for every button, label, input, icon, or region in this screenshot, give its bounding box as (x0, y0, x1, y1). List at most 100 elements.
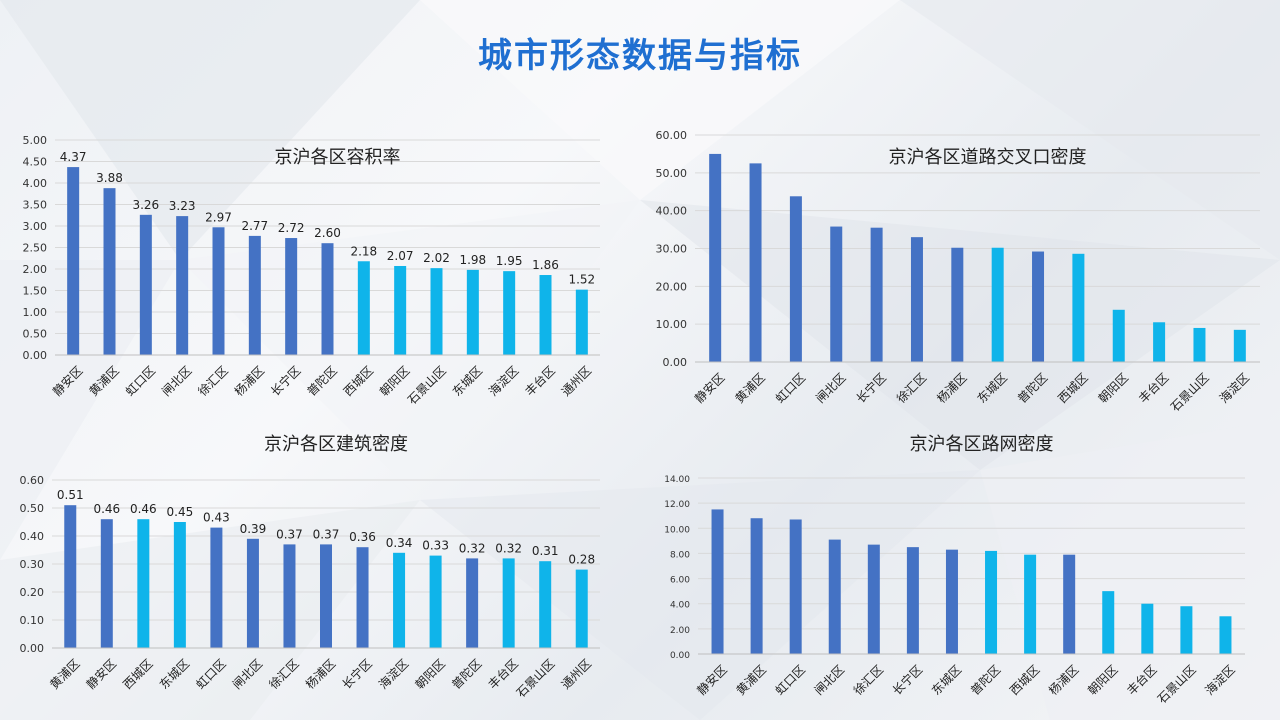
x-tick-label: 东城区 (929, 662, 964, 697)
data-label: 2.60 (314, 226, 341, 240)
y-tick-label: 8.00 (670, 550, 690, 560)
data-label: 0.31 (532, 544, 559, 558)
x-tick-label: 丰台区 (1124, 662, 1160, 698)
y-tick-label: 6.00 (670, 576, 690, 586)
x-tick-label: 虹口区 (773, 662, 808, 697)
bar-西城区 (357, 261, 370, 355)
x-tick-label: 西城区 (341, 363, 376, 398)
bar-徐汇区 (283, 544, 296, 648)
bar-石景山区 (430, 268, 443, 355)
chart-intersection-density: 0.00 10.00 20.00 30.00 40.00 50.00 60.00 京沪各区道路… (640, 125, 1260, 415)
data-label: 3.23 (169, 199, 196, 213)
bar-普陀区 (321, 243, 334, 355)
data-label: 3.88 (96, 171, 123, 185)
y-tick-label: 0.00 (663, 356, 688, 369)
bar-西城区 (137, 519, 150, 648)
x-tick-label: 虹口区 (123, 363, 158, 398)
bar-长宁区 (285, 238, 298, 355)
y-tick-label: 0.20 (20, 586, 45, 599)
x-tick-label: 普陀区 (304, 363, 340, 399)
bar-通州区 (575, 569, 588, 648)
x-tick-label: 朝阳区 (377, 363, 412, 398)
bar-海淀区 (503, 271, 516, 355)
x-tick-label: 静安区 (83, 656, 119, 692)
y-tick-label: 3.50 (23, 199, 48, 212)
x-tick-label: 长宁区 (889, 662, 925, 698)
bar-虹口区 (210, 527, 223, 648)
bar-黄浦区 (103, 188, 116, 355)
x-tick-label: 海淀区 (1202, 662, 1238, 698)
bar-虹口区 (789, 519, 802, 654)
data-label: 2.97 (205, 210, 232, 224)
bar-徐汇区 (910, 237, 923, 362)
chart-title: 京沪各区道路交叉口密度 (889, 147, 1087, 168)
data-label: 1.98 (459, 253, 486, 267)
y-tick-label: 10.00 (656, 318, 688, 331)
y-tick-label: 20.00 (656, 280, 688, 293)
data-label: 1.86 (532, 258, 559, 272)
x-tick-label: 西城区 (1007, 662, 1042, 697)
x-tick-label: 黄浦区 (733, 370, 768, 405)
data-label: 4.37 (60, 150, 87, 164)
bar-朝阳区 (394, 265, 407, 355)
x-tick-label: 虹口区 (773, 370, 808, 405)
y-tick-label: 4.50 (23, 156, 48, 169)
bar-杨浦区 (1063, 554, 1076, 654)
x-tick-label: 丰台区 (522, 363, 558, 399)
bar-西城区 (1024, 554, 1037, 654)
x-tick-label: 通州区 (559, 656, 594, 691)
x-tick-label: 杨浦区 (1045, 662, 1081, 698)
bar-丰台区 (502, 558, 515, 648)
data-label: 0.51 (57, 488, 84, 502)
y-tick-label: 5.00 (23, 134, 48, 147)
bar-石景山区 (1180, 606, 1193, 654)
bar-朝阳区 (1112, 309, 1125, 362)
y-tick-label: 0.30 (20, 558, 45, 571)
x-tick-label: 东城区 (450, 363, 485, 398)
bar-海淀区 (393, 552, 406, 648)
x-tick-label: 徐汇区 (850, 662, 886, 698)
y-tick-label: 1.00 (23, 306, 48, 319)
data-label: 0.45 (167, 505, 194, 519)
x-tick-label: 朝阳区 (1085, 662, 1120, 697)
x-tick-label: 长宁区 (339, 656, 375, 692)
data-label: 2.02 (423, 251, 450, 265)
x-tick-label: 闸北区 (812, 662, 847, 697)
chart-2-svg: 0.00 0.10 0.20 0.30 0.40 0.50 0.60 京沪各区建筑密度 0.51… (20, 434, 600, 700)
x-tick-label: 闸北区 (813, 370, 848, 405)
bar-丰台区 (1153, 322, 1166, 362)
y-tick-label: 40.00 (656, 205, 688, 218)
bar-朝阳区 (429, 555, 442, 648)
chart-1-svg: 0.00 10.00 20.00 30.00 40.00 50.00 60.00 京沪各区道路… (656, 129, 1260, 414)
bar-静安区 (709, 153, 722, 362)
y-tick-label: 0.00 (23, 349, 48, 362)
x-tick-label: 徐汇区 (195, 363, 231, 399)
x-tick-label: 石景山区 (1168, 370, 1212, 414)
y-tick-label: 2.50 (23, 242, 48, 255)
bar-徐汇区 (867, 544, 880, 654)
x-tick-label: 徐汇区 (266, 656, 302, 692)
bar-丰台区 (539, 275, 552, 355)
data-label: 3.26 (132, 198, 159, 212)
x-tick-label: 徐汇区 (893, 370, 929, 406)
bar-石景山区 (1193, 327, 1206, 362)
y-tick-label: 14.00 (664, 475, 690, 485)
page-title: 城市形态数据与指标 (478, 36, 802, 76)
bar-静安区 (100, 519, 113, 648)
bar-闸北区 (830, 226, 843, 362)
data-label: 0.46 (93, 502, 120, 516)
y-tick-label: 3.00 (23, 220, 48, 233)
bar-黄浦区 (64, 505, 77, 648)
x-tick-label: 黄浦区 (86, 363, 121, 398)
x-tick-label: 静安区 (49, 363, 85, 399)
y-tick-label: 60.00 (656, 129, 688, 142)
y-tick-label: 0.00 (20, 642, 45, 655)
x-tick-label: 石景山区 (514, 656, 558, 700)
x-tick-label: 通州区 (559, 363, 594, 398)
bar-海淀区 (1219, 616, 1232, 654)
x-tick-label: 东城区 (975, 370, 1010, 405)
data-label: 0.43 (203, 511, 230, 525)
bar-丰台区 (1141, 603, 1154, 654)
x-tick-label: 杨浦区 (302, 656, 338, 692)
bar-黄浦区 (749, 163, 762, 362)
